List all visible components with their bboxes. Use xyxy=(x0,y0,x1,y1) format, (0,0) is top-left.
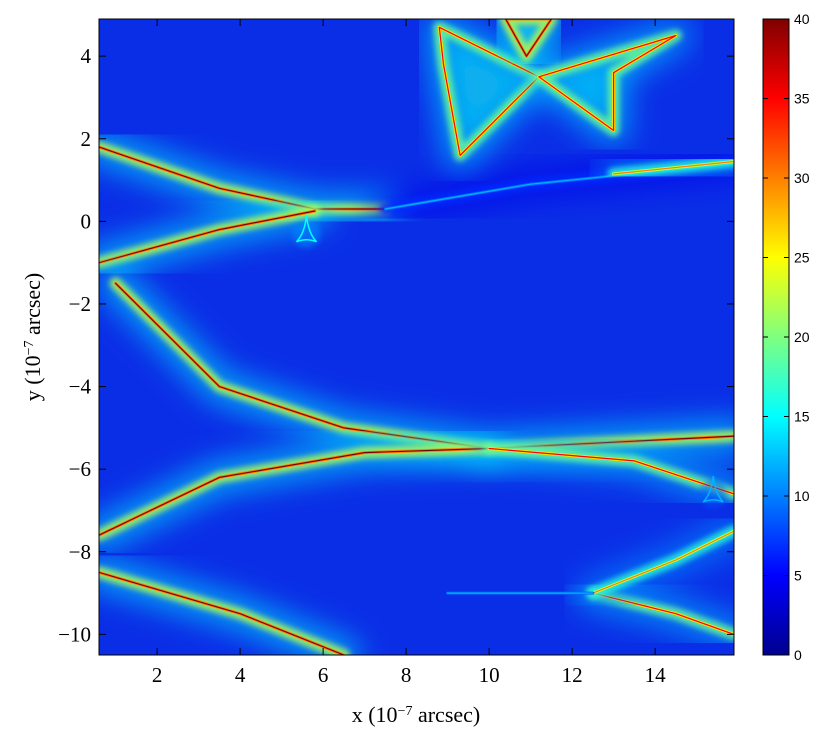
caustic-ridge-4 xyxy=(596,144,734,191)
y-tick-label: −6 xyxy=(69,457,91,481)
colorbar-tick-label: 5 xyxy=(794,568,802,584)
x-tick-label: 8 xyxy=(401,663,412,687)
colorbar-tick-label: 25 xyxy=(794,250,810,266)
x-tick-label: 6 xyxy=(318,663,329,687)
x-tick-label: 14 xyxy=(645,663,667,687)
y-axis: −10 −8 −6 −4 −2 0 2 4 xyxy=(58,44,734,646)
plot-frame xyxy=(98,18,735,656)
y-tick-label: −8 xyxy=(69,540,91,564)
plot-area xyxy=(98,18,735,656)
caustic-ridge-7 xyxy=(472,431,734,511)
y-axis-title: y (10−7 arcsec) xyxy=(20,273,45,402)
caustic-ridge-1 xyxy=(99,130,403,226)
x-axis-title: x (10−7 arcsec) xyxy=(352,702,481,727)
x-tick-label: 12 xyxy=(562,663,583,687)
y-tick-label: −10 xyxy=(58,622,91,646)
colorbar-tick-label: 30 xyxy=(794,170,810,186)
colorbar-tick-label: 20 xyxy=(794,329,810,345)
x-tick-label: 10 xyxy=(479,663,500,687)
y-tick-label: 0 xyxy=(81,209,92,233)
y-tick-label: 4 xyxy=(81,44,92,68)
colorbar: 0 5 10 15 20 25 30 35 40 xyxy=(762,11,810,663)
caustic-ridge-8 xyxy=(99,555,361,655)
caustic-cusp-caustic-12 xyxy=(422,19,556,173)
x-axis: 2 4 6 8 10 12 14 xyxy=(152,19,666,687)
y-tick-label: −4 xyxy=(69,375,92,399)
colorbar-tick-label: 40 xyxy=(794,11,810,27)
caustic-ridge-2 xyxy=(99,194,332,280)
colorbar-tick-label: 0 xyxy=(794,647,802,663)
x-tick-label: 4 xyxy=(235,663,246,687)
caustic-ridge-6 xyxy=(99,431,507,553)
x-tick-label: 2 xyxy=(152,663,163,687)
caustic-cusp-caustic-14 xyxy=(488,19,569,74)
y-tick-label: −2 xyxy=(69,292,91,316)
caustic-small-caustic-15 xyxy=(292,215,321,248)
colorbar-tick-label: 35 xyxy=(794,91,810,107)
caustic-cusp-caustic-13 xyxy=(521,19,693,148)
colorbar-tick-label: 15 xyxy=(794,409,810,425)
colorbar-tick-label: 10 xyxy=(794,488,810,504)
caustic-small-caustic-16 xyxy=(699,475,728,508)
y-tick-label: 2 xyxy=(81,127,92,151)
magnification-map xyxy=(99,19,734,655)
caustic-ridge-10 xyxy=(575,514,734,611)
